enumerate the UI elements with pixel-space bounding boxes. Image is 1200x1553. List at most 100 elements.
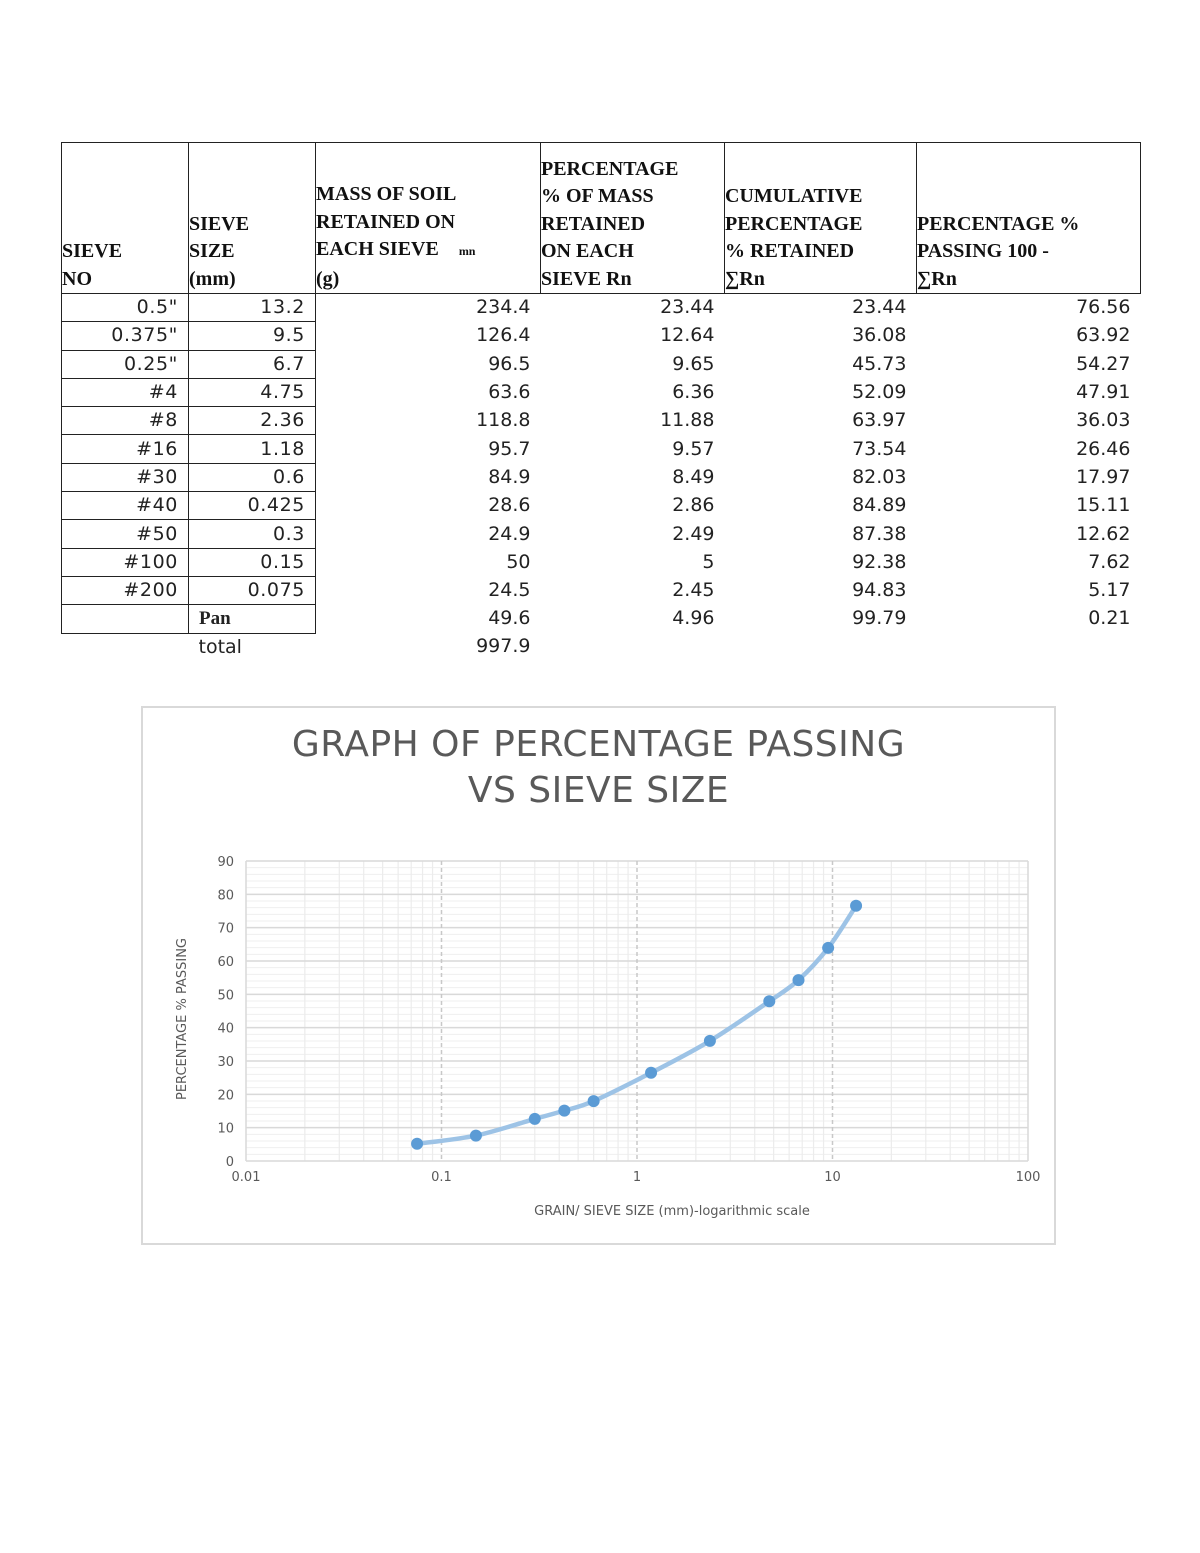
data-point-marker[interactable] [469, 1129, 482, 1142]
cell-mass-retained: 126.4 [476, 324, 531, 347]
cell-sieve-no: #16 [61, 434, 189, 464]
header-mass-retained: MASS OF SOIL RETAINED ON EACH SIEVE mn (… [315, 142, 541, 294]
cell-sieve-size: 13.2 [188, 292, 316, 323]
cell-sieve-no: #200 [61, 575, 189, 606]
cell-mass-retained: 28.6 [488, 494, 531, 517]
y-tick-label: 80 [217, 888, 234, 903]
cell-pct-retained: 4.96 [672, 607, 715, 630]
cell-empty [917, 633, 1141, 661]
chart-title: GRAPH OF PERCENTAGE PASSING VS SIEVE SIZ… [291, 724, 906, 811]
cell-pct-passing: 76.56 [1076, 296, 1131, 319]
cell-cumulative-retained: 82.03 [852, 465, 907, 488]
y-tick-label: 50 [217, 988, 234, 1003]
cell-cumulative-retained: 52.09 [852, 381, 907, 404]
total-row: total 997.9 [62, 633, 1141, 661]
cell-cumulative-retained: 94.83 [852, 579, 907, 602]
header-cumulative-retained: CUMULATIVE PERCENTAGE % RETAINED ∑Rn [724, 142, 917, 294]
cell-pct-passing: 26.46 [1076, 437, 1131, 460]
cell-sieve-no: #30 [61, 462, 189, 493]
data-point-marker[interactable] [645, 1066, 658, 1079]
mass-symbol: mn [458, 244, 476, 258]
cell-sieve-size: 0.15 [188, 547, 316, 577]
table-body: 0.5" 13.2 234.4 23.44 23.44 76.56 0.375" 9.5 126… [61, 292, 1141, 661]
cell-sieve-size: 9.5 [188, 321, 316, 351]
y-tick-label: 30 [217, 1055, 234, 1070]
table-row: #200 0.075 24.5 2.45 94.83 5.17 [61, 575, 1141, 606]
table-row: #8 2.36 118.8 11.88 63.97 36.03 [61, 406, 1141, 436]
cell-sieve-size: 0.075 [188, 575, 316, 606]
table-row: #50 0.3 24.9 2.49 87.38 12.62 [61, 519, 1141, 549]
cell-sieve-size: 4.75 [188, 377, 316, 408]
data-point-marker[interactable] [528, 1112, 541, 1125]
cell-cumulative-retained: 45.73 [852, 352, 907, 375]
cell-sieve-size: 0.425 [188, 491, 316, 521]
cell-sieve-no: #8 [61, 406, 189, 436]
header-sieve-size: SIEVE SIZE (mm) [188, 142, 316, 294]
cell-sieve-no [61, 604, 189, 634]
y-tick-label: 20 [217, 1088, 234, 1103]
cell-pct-passing: 15.11 [1076, 494, 1131, 517]
cell-pct-passing: 54.27 [1076, 352, 1131, 375]
data-point-marker[interactable] [587, 1095, 600, 1108]
cell-mass-retained: 95.7 [488, 437, 531, 460]
grading-curve-chart: GRAPH OF PERCENTAGE PASSING VS SIEVE SIZ… [141, 706, 1056, 1245]
cell-pct-retained: 11.88 [660, 409, 715, 432]
header-pct-retained: PERCENTAGE% OF MASS RETAINED ON EACH SIEV… [540, 142, 725, 294]
cell-pct-passing: 63.92 [1076, 324, 1131, 347]
y-tick-label: 0 [226, 1155, 234, 1170]
cell-cumulative-retained: 23.44 [852, 296, 907, 319]
data-point-marker[interactable] [763, 995, 776, 1008]
cell-pct-passing: 47.91 [1076, 381, 1131, 404]
table-row: Pan 49.6 4.96 99.79 0.21 [61, 604, 1141, 634]
cell-sieve-size: 6.7 [188, 349, 316, 379]
table-row: #100 0.15 50 5 92.38 7.62 [61, 547, 1141, 577]
y-tick-label: 10 [217, 1122, 234, 1137]
cell-mass-retained: 49.6 [488, 607, 531, 630]
data-point-marker[interactable] [411, 1137, 424, 1150]
cell-pct-retained: 6.36 [672, 381, 715, 404]
cell-sieve-no: #40 [61, 491, 189, 521]
cell-sieve-size: 0.6 [188, 462, 316, 493]
cell-sieve-no: #50 [61, 519, 189, 549]
table-row: #40 0.425 28.6 2.86 84.89 15.11 [61, 491, 1141, 521]
cell-pct-retained: 2.49 [672, 522, 715, 545]
cell-sieve-no: #4 [61, 377, 189, 408]
gridlines [245, 860, 1029, 1162]
cell-sieve-size: Pan [188, 604, 316, 634]
cell-mass-retained: 24.9 [488, 522, 531, 545]
cell-pct-passing: 12.62 [1076, 522, 1131, 545]
data-point-marker[interactable] [792, 974, 805, 987]
cell-mass-retained: 234.4 [476, 296, 531, 319]
x-tick-label: 10 [824, 1170, 841, 1185]
table-row: #16 1.18 95.7 9.57 73.54 26.46 [61, 434, 1141, 464]
table-row: #30 0.6 84.9 8.49 82.03 17.97 [61, 462, 1141, 493]
cell-pct-retained: 2.86 [672, 494, 715, 517]
y-axis-title: PERCENTAGE % PASSING [175, 938, 190, 1100]
cell-sieve-size: 2.36 [188, 406, 316, 436]
header-pct-passing: PERCENTAGE % PASSING 100 - ∑Rn [916, 142, 1141, 294]
data-point-marker[interactable] [822, 941, 835, 954]
cell-cumulative-retained: 99.79 [852, 607, 907, 630]
header-sieve-no: SIEVE NO [61, 142, 189, 294]
y-tick-label: 70 [217, 922, 234, 937]
table-row: 0.5" 13.2 234.4 23.44 23.44 76.56 [61, 292, 1141, 323]
cell-cumulative-retained: 63.97 [852, 409, 907, 432]
cell-cumulative-retained: 87.38 [852, 522, 907, 545]
cell-cumulative-retained: 92.38 [852, 550, 907, 573]
total-value: 997.9 [476, 635, 531, 658]
table-row: #4 4.75 63.6 6.36 52.09 47.91 [61, 377, 1141, 408]
cell-mass-retained: 24.5 [488, 579, 531, 602]
data-point-marker[interactable] [850, 899, 863, 912]
data-point-marker[interactable] [703, 1034, 716, 1047]
cell-empty [541, 633, 725, 661]
cell-sieve-no: 0.5" [61, 292, 189, 323]
cell-pct-retained: 23.44 [660, 296, 715, 319]
cell-cumulative-retained: 73.54 [852, 437, 907, 460]
data-point-marker[interactable] [558, 1104, 571, 1117]
chart-plot: 0 10 20 30 40 50 60 70 80 90 0.01 0.1 1 10 100 GRAIN/ S… [175, 855, 1040, 1219]
table-row: 0.25" 6.7 96.5 9.65 45.73 54.27 [61, 349, 1141, 379]
cell-pct-retained: 5 [702, 550, 715, 573]
cell-sieve-no: 0.25" [61, 349, 189, 379]
x-tick-label: 0.01 [232, 1170, 261, 1185]
